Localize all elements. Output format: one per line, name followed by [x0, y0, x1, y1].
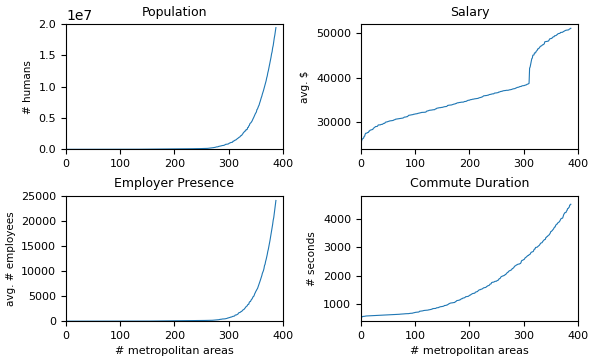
X-axis label: # metropolitan areas: # metropolitan areas	[115, 346, 234, 357]
Y-axis label: avg. # employees: avg. # employees	[5, 211, 15, 306]
Title: Population: Population	[142, 5, 207, 18]
Title: Employer Presence: Employer Presence	[115, 177, 235, 190]
Title: Salary: Salary	[450, 5, 489, 18]
X-axis label: # metropolitan areas: # metropolitan areas	[410, 346, 529, 357]
Y-axis label: avg. $: avg. $	[301, 71, 311, 103]
Y-axis label: # seconds: # seconds	[308, 231, 317, 286]
Title: Commute Duration: Commute Duration	[410, 177, 529, 190]
Y-axis label: # humans: # humans	[23, 60, 33, 114]
